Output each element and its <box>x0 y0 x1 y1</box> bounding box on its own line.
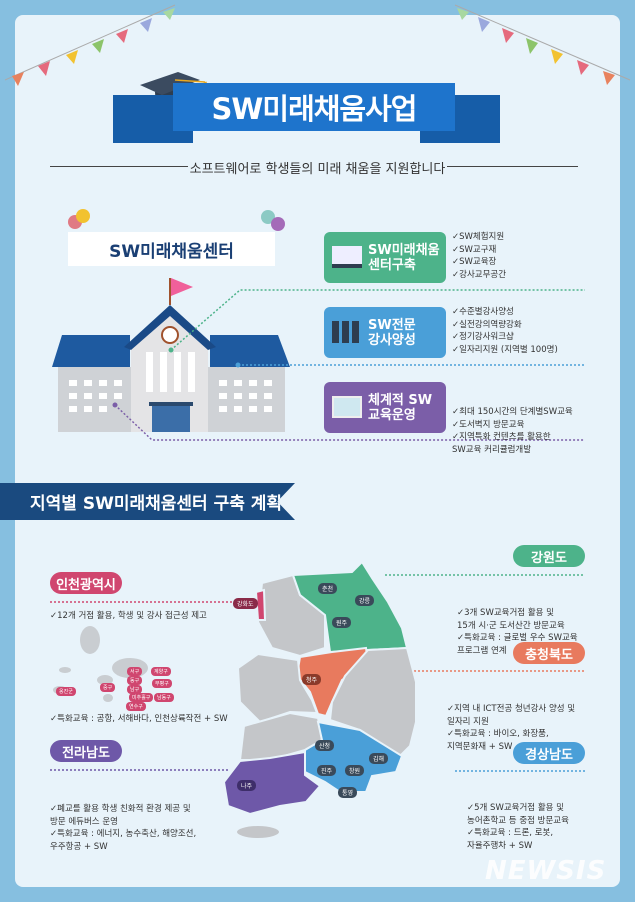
list-item: 15개 시·군 도서산간 방문교육 <box>457 620 565 631</box>
card-instructors: SW전문 강사양성 <box>324 307 446 358</box>
city-label: 나주 <box>237 780 257 791</box>
list-item: ✓도서벽지 방문교육 <box>452 419 525 430</box>
list-item: ✓특화교육 : 에너지, 농수축산, 해양조선, <box>50 829 197 839</box>
list-item: ✓특화교육 : 글로벌 우수 SW교육 <box>457 633 578 643</box>
region-badge-chungbuk: 충청북도 <box>513 642 585 664</box>
map-ganghwa <box>254 588 267 621</box>
list-item: ✓정기강사워크샵 <box>452 332 514 342</box>
map-jeonnam <box>222 750 322 816</box>
region-badge-incheon: 인천광역시 <box>50 572 122 594</box>
card-label: SW전문 <box>368 317 416 333</box>
section-title: 지역별 SW미래채움센터 구축 계획 <box>0 483 295 520</box>
list-item: ✓특화교육 : 드론, 로봇, <box>467 828 554 838</box>
city-label: 통영 <box>338 787 358 798</box>
district-label: 남구 <box>127 685 143 694</box>
list-item: ✓실전강의역량강화 <box>452 319 522 330</box>
list-item: ✓3개 SW교육거점 활용 및 <box>457 608 554 618</box>
city-label: 춘천 <box>318 583 338 594</box>
card-items-list: ✓수준별강사양성 ✓실전강의역량강화 ✓정기강사워크샵 ✓일자리지원 (지역별 100… <box>452 306 558 356</box>
list-item: ✓지역특화 컨텐츠를 활용한 <box>452 432 551 442</box>
list-item: ✓일자리지원 (지역별 100명) <box>452 344 558 355</box>
region-text: ✓5개 SW교육거점 활용 및 농어촌학교 등 중점 방문교육 ✓특화교육 : 드… <box>467 777 569 865</box>
city-label: 강릉 <box>355 595 375 606</box>
district-label: 서구 <box>127 667 143 676</box>
list-item: ✓수준별강사양성 <box>452 307 514 317</box>
region-badge-gangwon: 강원도 <box>513 545 585 567</box>
city-label: 산청 <box>315 740 335 751</box>
watermark-logo: NEWSIS <box>485 856 607 886</box>
card-label: 강사양성 <box>368 332 416 348</box>
subtitle-text: 소프트웨어로 학생들의 미래 채움을 지원합니다 <box>187 162 448 177</box>
list-item: ✓폐교를 활용 학생 친화적 환경 제공 및 <box>50 804 191 814</box>
card-items-list: ✓최대 150시간의 단계별SW교육 ✓도서벽지 방문교육 ✓지역특화 컨텐츠를 활… <box>452 381 573 469</box>
list-item: ✓최대 150시간의 단계별SW교육 <box>452 407 573 417</box>
region-text: ✓폐교를 활용 학생 친화적 환경 제공 및 방문 에듀버스 운영 ✓특화교육 :… <box>50 778 196 866</box>
list-item: ✓SW교육장 <box>452 257 497 267</box>
page-title: SW미래채움사업 <box>173 83 455 131</box>
city-label: 강화도 <box>233 598 258 609</box>
list-item: ✓지역 내 ICT전공 청년강사 양성 및 <box>447 704 576 714</box>
region-text: ✓3개 SW교육거점 활용 및 15개 시·군 도서산간 방문교육 ✓특화교육 :… <box>457 582 578 670</box>
district-label: 남동구 <box>154 693 174 702</box>
district-label: 부평구 <box>152 679 172 688</box>
list-item: 우주항공 + SW <box>50 841 108 852</box>
map-chungnam <box>236 652 319 724</box>
list-item: 프로그램 연계 <box>457 645 507 656</box>
list-item: SW교육 커리큘럼개발 <box>452 444 532 455</box>
instructors-icon <box>332 321 362 343</box>
card-label: 센터구축 <box>368 257 416 273</box>
list-item: 지역문화재 + SW <box>447 741 513 752</box>
city-label: 창원 <box>345 765 365 776</box>
list-item: 방문 에듀버스 운영 <box>50 816 118 827</box>
card-items-list: ✓SW체험지원 ✓SW교구재 ✓SW교육장 ✓강사교무공간 <box>452 231 506 281</box>
list-item: ✓SW교구재 <box>452 244 497 255</box>
list-item: ✓12개 거점 활용, 학생 및 강사 접근성 제고 <box>50 611 207 621</box>
monitor-icon <box>332 396 362 418</box>
card-label: SW미래채움 <box>368 242 440 258</box>
city-label: 청주 <box>302 674 322 685</box>
card-label: 교육운영 <box>368 407 416 423</box>
graduation-laptop-icon <box>332 246 362 268</box>
list-item: 농어촌학교 등 중점 방문교육 <box>467 815 569 826</box>
region-badge-gyeongnam: 경상남도 <box>513 742 585 764</box>
center-title: SW미래채움센터 <box>68 232 275 266</box>
district-label: 미추홀구 <box>129 693 154 702</box>
balloons-icon <box>68 209 285 231</box>
region-text: ✓특화교육 : 공항, 서해바다, 인천상륙작전 + SW <box>50 713 228 726</box>
district-label: 중구 <box>100 683 116 692</box>
district-label: 옹진군 <box>56 687 76 696</box>
card-center-build: SW미래채움 센터구축 <box>324 232 446 283</box>
list-item: ✓5개 SW교육거점 활용 및 <box>467 803 564 813</box>
city-label: 원주 <box>332 617 352 628</box>
card-education: 체계적 SW 교육운영 <box>324 382 446 433</box>
korea-map <box>222 560 417 840</box>
school-building <box>52 278 290 432</box>
district-label: 연수구 <box>126 702 146 711</box>
subtitle: 소프트웨어로 학생들의 미래 채움을 지원합니다 <box>0 158 635 177</box>
region-text: ✓지역 내 ICT전공 청년강사 양성 및 일자리 지원 ✓특화교육 : 바이오,… <box>447 678 575 766</box>
list-item: ✓특화교육 : 바이오, 화장품, <box>447 729 549 739</box>
list-item: ✓특화교육 : 공항, 서해바다, 인천상륙작전 + SW <box>50 714 228 724</box>
region-badge-jeonnam: 전라남도 <box>50 740 122 762</box>
city-label: 김해 <box>369 753 389 764</box>
bunting-left <box>4 4 176 86</box>
region-text: ✓12개 거점 활용, 학생 및 강사 접근성 제고 <box>50 610 207 623</box>
map-jeju <box>235 824 281 840</box>
connector-lines <box>50 289 585 772</box>
list-item: 일자리 지원 <box>447 716 489 727</box>
city-label: 진주 <box>317 765 337 776</box>
bunting-right <box>454 4 631 85</box>
district-label: 동구 <box>127 676 143 685</box>
district-label: 계양구 <box>151 667 171 676</box>
list-item: ✓SW체험지원 <box>452 232 505 242</box>
card-label: 체계적 SW <box>368 392 433 408</box>
list-item: ✓강사교무공간 <box>452 269 507 280</box>
list-item: 자율주행차 + SW <box>467 840 533 851</box>
